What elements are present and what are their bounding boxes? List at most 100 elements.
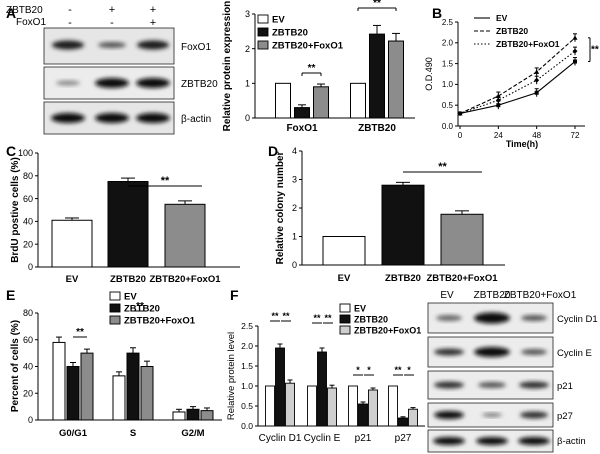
blot-a: FoxO1 ZBTB20 β-actin bbox=[43, 27, 218, 135]
bar-zbtb20-foxo1 bbox=[164, 203, 206, 268]
blot-band bbox=[434, 411, 464, 419]
significance-label: ** bbox=[271, 311, 279, 321]
x-tick-label: Cyclin E bbox=[304, 433, 341, 444]
blot-a-sign: - bbox=[68, 4, 72, 16]
bar-zbtb20 bbox=[398, 417, 408, 427]
significance-label: ** bbox=[161, 175, 170, 187]
blot-band bbox=[434, 348, 464, 356]
bar-zbtb20-foxo1 bbox=[408, 408, 418, 427]
y-tick-label: 1 bbox=[292, 232, 297, 242]
x-tick-label: ZBTB20 bbox=[385, 273, 421, 284]
bar-zbtb20-foxo1 bbox=[285, 382, 295, 427]
y-tick-label: 0 bbox=[292, 260, 297, 270]
blot-band bbox=[519, 381, 549, 389]
legend-swatch bbox=[339, 325, 351, 335]
legend-label: EV bbox=[354, 304, 366, 314]
x-tick-label: G2/M bbox=[181, 428, 204, 439]
y-tick-label: 1.0 bbox=[442, 80, 454, 89]
blot-f-lane-label: ZBTB20 bbox=[474, 290, 511, 301]
y-tick-label: 0 bbox=[28, 415, 33, 425]
significance-label: ** bbox=[591, 44, 599, 55]
bar-zbtb20-foxo1 bbox=[388, 40, 404, 119]
y-axis-title: Relative protein level bbox=[226, 332, 237, 420]
legend-label: ZBTB20 bbox=[272, 28, 308, 39]
y-tick-label: 2.5 bbox=[442, 18, 454, 27]
bar-zbtb20 bbox=[186, 408, 200, 421]
legend-label: EV bbox=[272, 15, 285, 26]
blot-band bbox=[136, 113, 170, 123]
x-tick-label: EV bbox=[338, 273, 351, 284]
blot-f-band-label: Cyclin E bbox=[557, 348, 592, 359]
legend-label: ZBTB20+FoxO1 bbox=[124, 316, 196, 327]
y-tick-label: 2.0 bbox=[241, 341, 253, 351]
y-axis-title: O.D.490 bbox=[424, 57, 434, 91]
blot-a-band-label: ZBTB20 bbox=[181, 79, 218, 90]
x-tick-label: FoxO1 bbox=[286, 123, 318, 134]
y-tick-label: 3 bbox=[245, 9, 250, 19]
legend-swatch bbox=[109, 303, 121, 313]
legend-swatch bbox=[339, 314, 351, 324]
bar-zbtb20 bbox=[275, 347, 285, 427]
blot-f-lane-label: EV bbox=[440, 290, 454, 301]
blot-band bbox=[433, 437, 465, 445]
blot-band bbox=[476, 437, 508, 445]
x-tick-label: G0/G1 bbox=[59, 428, 88, 439]
blot-a-row-label-zbtb20: ZBTB20 bbox=[6, 5, 43, 16]
y-tick-label: 0.5 bbox=[241, 401, 253, 411]
panel-letter-a: A bbox=[6, 5, 16, 21]
bar-ev bbox=[172, 411, 186, 421]
y-tick-label: 2 bbox=[245, 44, 250, 54]
y-tick-label: 100 bbox=[18, 148, 33, 158]
x-axis-title: Time(h) bbox=[506, 139, 538, 149]
y-tick-label: 80 bbox=[23, 171, 33, 181]
blot-band bbox=[521, 315, 547, 321]
legend-label: ZBTB20 bbox=[124, 304, 160, 315]
legend-swatch bbox=[109, 315, 121, 325]
x-tick-label: S bbox=[130, 428, 136, 439]
bar-ev bbox=[307, 385, 317, 427]
data-point bbox=[457, 111, 463, 117]
blot-band bbox=[482, 413, 502, 417]
y-tick-label: 20 bbox=[23, 239, 33, 249]
bar-zbtb20-foxo1 bbox=[313, 86, 329, 119]
x-tick-label: 24 bbox=[494, 131, 503, 140]
x-tick-label: ZBTB20 bbox=[358, 123, 396, 134]
significance-label: ** bbox=[373, 0, 381, 9]
y-tick-label: 60 bbox=[23, 335, 33, 345]
blot-a-sign: + bbox=[109, 4, 115, 16]
significance-label: ** bbox=[282, 311, 290, 321]
panel-letter-b: B bbox=[432, 5, 442, 21]
charts-layer: 0 1 2 3 Relative protein expression FoxO1 ZBTB… bbox=[10, 0, 599, 444]
bar-zbtb20 bbox=[369, 33, 385, 119]
bar-zbtb20 bbox=[358, 403, 368, 427]
bar-ev bbox=[350, 82, 366, 119]
blot-band bbox=[95, 78, 129, 88]
blot-band bbox=[478, 382, 506, 388]
blot-a-band-label: β-actin bbox=[181, 114, 211, 125]
y-tick-label: 4 bbox=[292, 146, 297, 156]
blot-band bbox=[136, 78, 170, 88]
blot-a-band-label: FoxO1 bbox=[181, 42, 211, 53]
legend-swatch bbox=[339, 303, 351, 313]
x-tick-label: ZBTB20 bbox=[110, 274, 146, 285]
significance-label: * bbox=[356, 365, 360, 375]
y-tick-label: 0.5 bbox=[442, 101, 454, 110]
significance-label: ** bbox=[324, 313, 332, 323]
line-zbtb20-foxo1 bbox=[459, 50, 576, 115]
legend-swatch bbox=[257, 27, 269, 37]
y-tick-label: 60 bbox=[23, 194, 33, 204]
y-tick-label: 20 bbox=[23, 388, 33, 398]
y-tick-label: 80 bbox=[23, 308, 33, 318]
x-tick-label: p27 bbox=[395, 433, 412, 444]
bar-ev bbox=[52, 341, 66, 421]
blot-f-lane-label: ZBTB20+FoxO1 bbox=[504, 290, 577, 301]
legend-label: ZBTB20 bbox=[496, 26, 528, 36]
blot-band bbox=[56, 80, 80, 86]
significance-label: ** bbox=[308, 63, 316, 74]
y-tick-label: 1.5 bbox=[442, 59, 454, 68]
bar-zbtb20-foxo1 bbox=[140, 366, 154, 421]
blot-band bbox=[98, 42, 126, 48]
blot-band bbox=[474, 347, 510, 357]
y-tick-label: 0.0 bbox=[442, 122, 454, 131]
